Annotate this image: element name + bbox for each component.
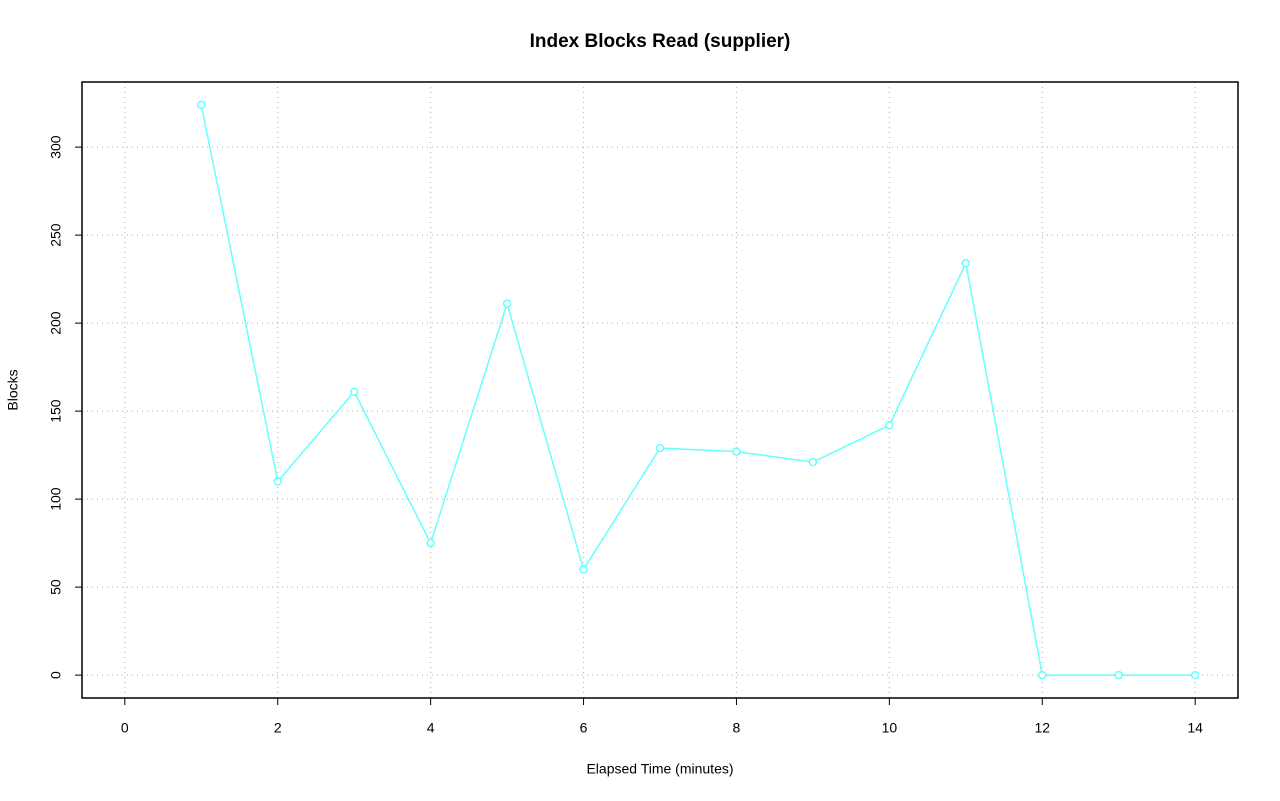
point	[579, 565, 588, 574]
series-line	[200, 104, 1196, 676]
y-tick-label: 100	[48, 487, 64, 511]
y-tick-label: 0	[48, 671, 64, 679]
y-tick-label: 50	[48, 579, 64, 595]
point	[961, 259, 971, 268]
x-tick-label: 12	[1034, 720, 1050, 736]
point	[197, 100, 206, 110]
point	[732, 447, 741, 456]
y-axis-label: Blocks	[5, 369, 21, 410]
x-tick-label: 2	[274, 720, 282, 736]
y-tick-label: 300	[48, 135, 64, 159]
x-tick-label: 0	[121, 720, 129, 736]
plot-frame	[81, 81, 1239, 699]
point	[1190, 670, 1200, 680]
x-tick-label: 6	[580, 720, 588, 736]
point	[426, 538, 435, 548]
x-tick-label: 4	[427, 720, 435, 736]
point	[885, 420, 894, 430]
y-tick-label: 200	[48, 311, 64, 335]
point	[273, 477, 282, 486]
x-axis-label: Elapsed Time (minutes)	[586, 761, 733, 777]
point	[349, 387, 359, 397]
chart-title: Index Blocks Read (supplier)	[530, 31, 791, 52]
y-tick-label: 150	[48, 399, 64, 423]
y-tick-label: 250	[48, 223, 64, 247]
point	[1114, 670, 1123, 680]
point	[1038, 670, 1047, 680]
x-tick-label: 8	[733, 720, 741, 736]
point	[655, 443, 665, 453]
point	[808, 457, 818, 467]
x-tick-label: 14	[1187, 720, 1203, 736]
point	[502, 299, 512, 309]
x-tick-label: 10	[882, 720, 898, 736]
